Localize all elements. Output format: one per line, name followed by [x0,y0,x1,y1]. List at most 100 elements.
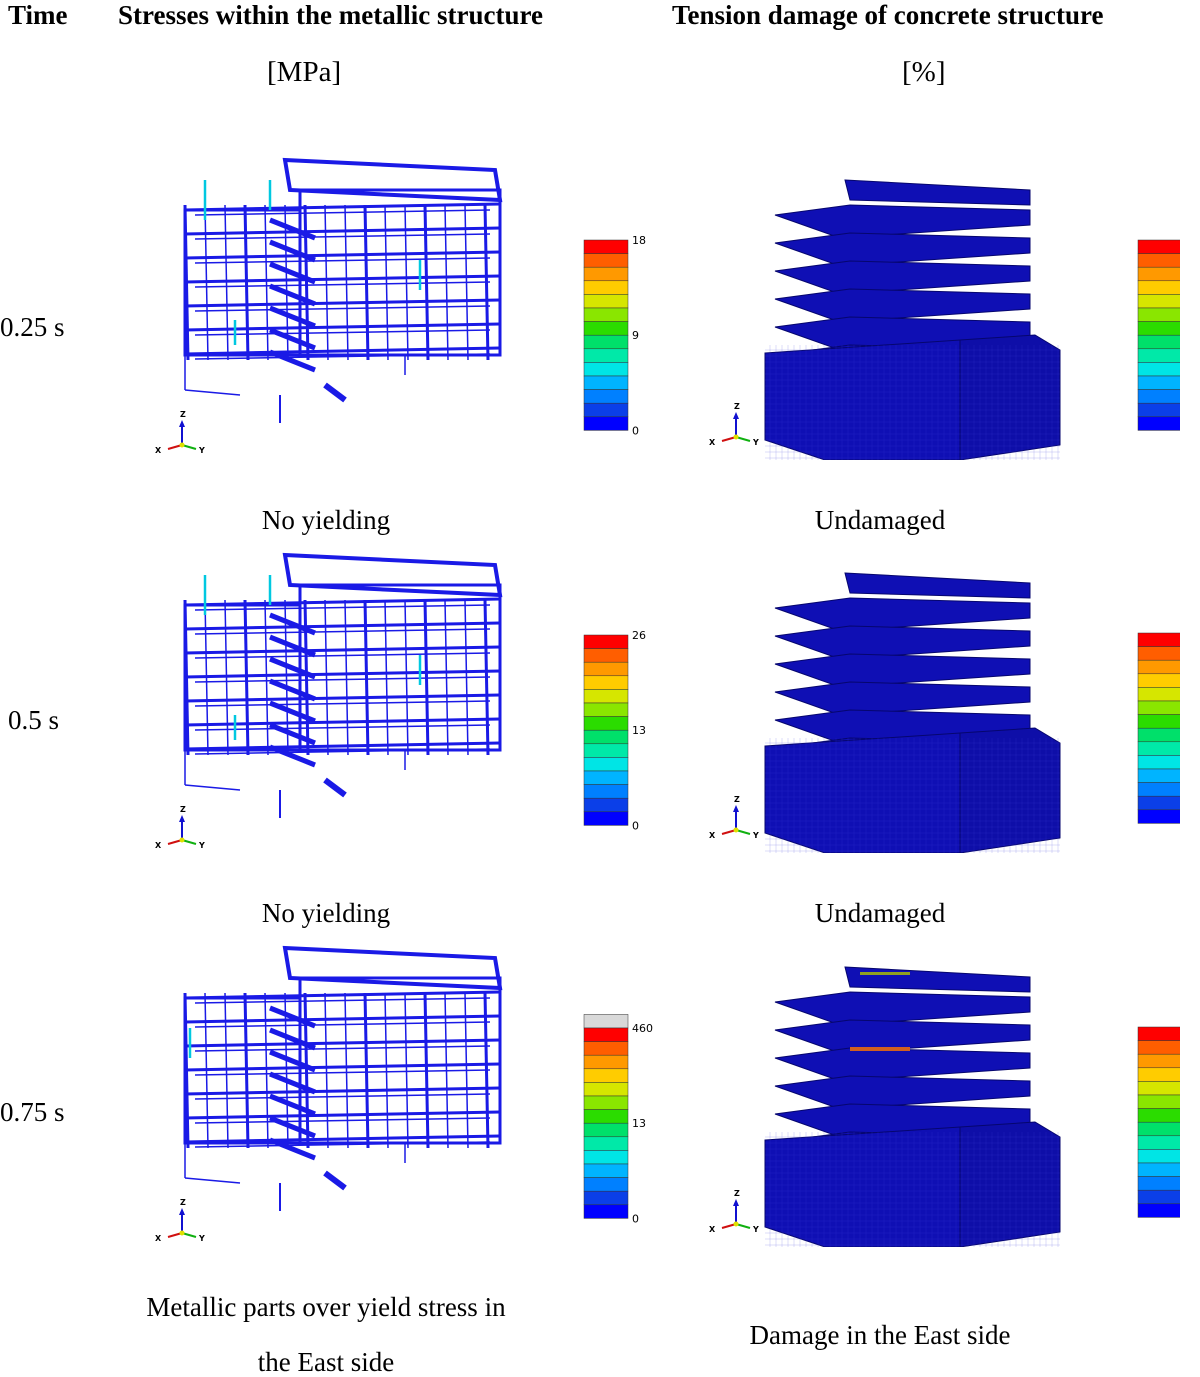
colorbar-segment [583,362,629,377]
damage-caption-row2: Undamaged [814,898,946,928]
colorbar-segment [583,1027,629,1042]
colorbar-segment [583,280,629,295]
colorbar-segment [583,1177,629,1192]
colorbar-segment [583,1095,629,1110]
colorbar-segment [1137,389,1183,404]
colorbar-segment [583,770,629,785]
colorbar-segment [583,1190,629,1206]
colorbar-segment [1137,280,1183,295]
damage-highlight [850,972,910,1051]
colorbar-segment [1137,1149,1183,1164]
axis-triad-icon: Z X Y [155,805,205,850]
colorbar-segment [583,1082,629,1097]
colorbar-segment [583,797,629,813]
svg-text:Y: Y [198,841,205,850]
colorbar-segment [583,729,629,745]
axis-triad-icon: Z X Y [709,795,759,840]
floor-slab [774,991,1031,1026]
floor-slab [774,1019,1031,1054]
colorbar-segment [583,1163,629,1178]
unit-stress: [MPa] [267,56,342,88]
colorbar-segment [583,253,629,268]
floor-slab [774,597,1031,632]
steel-frame-drawing [183,157,503,423]
colorbar-segment [583,321,629,336]
svg-text:Y: Y [198,1234,205,1243]
svg-text:Z: Z [180,1198,186,1207]
floor-slab [774,232,1031,267]
svg-text:Y: Y [752,831,759,840]
colorbar: 100500 [1137,1021,1200,1224]
colorbar-max-label: 18 [632,234,646,247]
svg-text:X: X [709,831,716,840]
floor-slab [774,1047,1031,1082]
colorbar-segment [583,266,629,282]
colorbar-segment [583,689,629,704]
colorbar-segment [1137,348,1183,363]
colorbar-segment [583,239,629,254]
colorbar-segment [1137,239,1183,254]
axis-triad-icon: Z X Y [155,410,205,455]
colorbar-segment [583,334,629,350]
colorbar-segment [1137,659,1183,675]
colorbar-segment [1137,375,1183,390]
colorbar-grey-segment [583,1014,629,1029]
colorbar-segment [583,811,629,826]
steel-frame-figure: Z X Y 460 13 0 [150,938,670,1248]
colorbar-segment [1137,795,1183,811]
colorbar-segment [1137,1121,1183,1137]
stress-highlights [203,575,422,740]
colorbar-segment [1137,632,1183,647]
axis-triad-icon: Z X Y [709,402,759,447]
colorbar-segment [1137,307,1183,322]
colorbar-segment [1137,402,1183,418]
svg-text:Y: Y [752,438,759,447]
base-block-front [764,1126,961,1248]
colorbar-segment [1137,334,1183,350]
colorbar-segment [1137,1135,1183,1150]
colorbar-segment [1137,1081,1183,1096]
colorbar-segment [1137,755,1183,770]
colorbar-segment [1137,714,1183,729]
colorbar-segment [583,1041,629,1056]
svg-text:X: X [155,446,162,455]
colorbar-segment [1137,768,1183,783]
concrete-damage-figure: Z X Y 100500 [700,568,1200,854]
colorbar-segment [583,416,629,431]
concrete-damage-figure: Z X Y 100500 [700,962,1200,1248]
colorbar-segment [583,661,629,677]
colorbar-segment [1137,294,1183,309]
unit-damage: [%] [902,56,946,88]
colorbar-segment [583,784,629,799]
colorbar-max-label: 26 [632,629,646,642]
colorbar-segment [583,294,629,309]
damage-caption-row3: Damage in the East side [749,1320,1011,1350]
floor-slab [774,653,1031,688]
colorbar-segment [583,1150,629,1165]
stress-caption-row3-line1: Metallic parts over yield stress in [146,1292,506,1322]
colorbar-segment [583,1122,629,1138]
colorbar: 26 13 0 [583,629,646,832]
damage-caption-row1: Undamaged [814,505,946,535]
floor-slab [774,204,1031,239]
colorbar-segment [1137,362,1183,377]
colorbar-segment [583,1109,629,1124]
colorbar-segment [583,389,629,404]
colorbar-segment [1137,1203,1183,1218]
colorbar-segment [583,1204,629,1219]
svg-text:Z: Z [734,402,740,411]
colorbar-segment [583,402,629,418]
colorbar-segment [583,348,629,363]
concrete-structure-drawing [764,179,1061,461]
colorbar-segment [1137,266,1183,282]
svg-text:Y: Y [752,1225,759,1234]
colorbar-segment [1137,782,1183,797]
floor-slab [774,288,1031,323]
colorbar-segment [1137,321,1183,336]
steel-frame-figure: Z X Y 18 9 0 [150,150,670,460]
steel-frame-drawing [183,552,503,818]
roof-slab [844,179,1031,206]
colorbar-segment [1137,727,1183,743]
axis-triad-icon: Z X Y [709,1189,759,1234]
